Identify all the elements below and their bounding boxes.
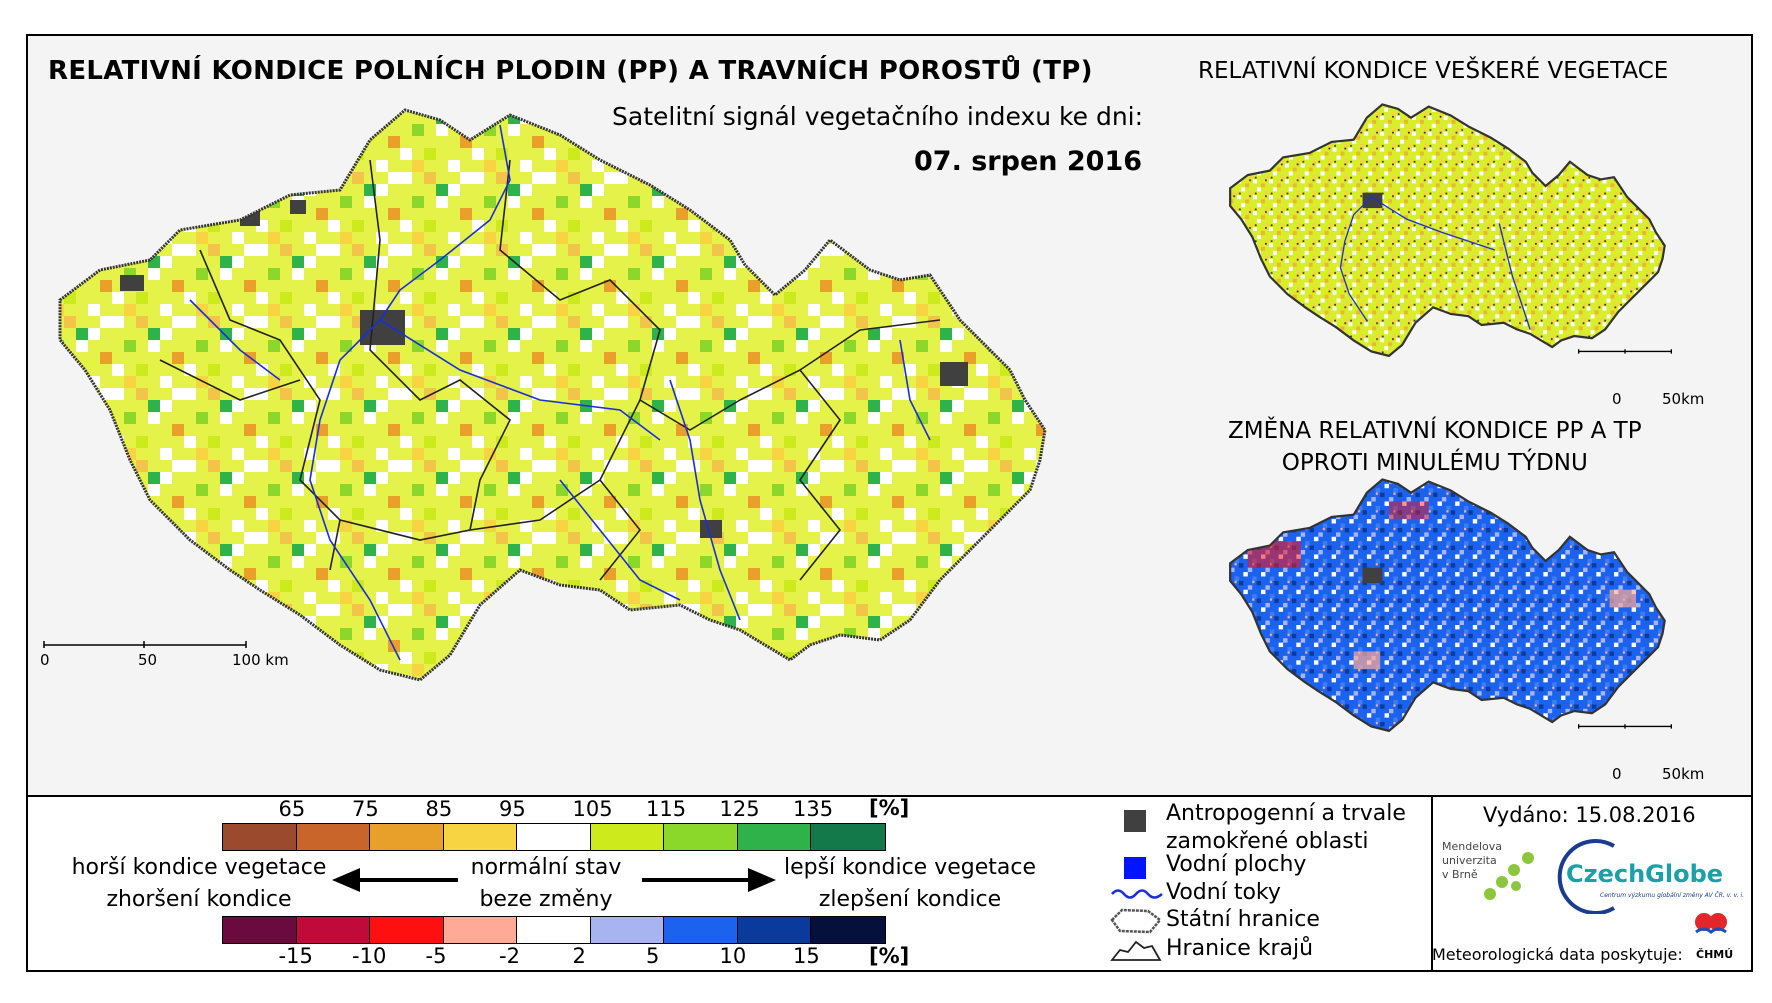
worse-label: horší kondice vegetace zhoršení kondice — [58, 852, 340, 916]
urban-swatch — [1124, 810, 1146, 832]
change-tick-label: 5 — [646, 944, 660, 968]
chmu-label: ČHMÚ — [1696, 948, 1734, 961]
change-tick-label: -10 — [352, 944, 387, 968]
rivers — [189, 124, 931, 661]
small-scale-bar — [1578, 349, 1672, 354]
main-scale-0: 0 — [40, 651, 50, 669]
change-scale-0: 0 — [1612, 765, 1622, 783]
worse-label-line1: horší kondice vegetace — [71, 855, 327, 880]
state-border-icon — [1110, 908, 1162, 934]
urban-label-line1: Antropogenní a trvale — [1166, 801, 1406, 826]
region-border-icon — [1110, 940, 1162, 961]
condition-tick-label: 85 — [425, 797, 453, 821]
change-title-line1: ZMĚNA RELATIVNÍ KONDICE PP A TP — [1228, 418, 1642, 444]
condition-swatch-0 — [223, 824, 297, 850]
condition-tick-label: 75 — [352, 797, 379, 821]
change-swatch-2 — [370, 917, 444, 943]
change-scale-50: 50km — [1662, 765, 1705, 783]
mendel-logo: Mendelova univerzita v Brně — [1442, 840, 1522, 882]
river-icon — [1111, 889, 1163, 899]
change-tick-label: 10 — [719, 944, 747, 968]
czechglobe-subtitle: Centrum výzkumu globální změny AV ČR, v.… — [1600, 892, 1745, 899]
mendel-line3: v Brně — [1442, 868, 1478, 881]
left-arrow-icon — [332, 868, 458, 892]
condition-tick-label: 95 — [499, 797, 526, 821]
condition-swatch-2 — [370, 824, 444, 850]
change-condition-map — [1229, 478, 1672, 732]
change-swatch-7 — [737, 917, 811, 943]
change-swatch-3 — [443, 917, 517, 943]
condition-swatch-8 — [811, 824, 885, 850]
czechglobe-logo: CzechGlobe — [1566, 860, 1724, 888]
condition-tick-label: 65 — [278, 797, 306, 821]
small-scale-bar-2 — [1578, 724, 1672, 729]
change-tick-label: 15 — [793, 944, 820, 968]
change-swatch-0 — [223, 917, 297, 943]
change-map-title: ZMĚNA RELATIVNÍ KONDICE PP A TP OPROTI M… — [1228, 415, 1642, 479]
change-title-line2: OPROTI MINULÉMU TÝDNU — [1281, 450, 1588, 476]
normal-label-line1: normální stav — [470, 855, 622, 880]
change-colorbar — [222, 916, 886, 944]
condition-swatch-4 — [517, 824, 591, 850]
mendel-line1: Mendelova — [1442, 840, 1503, 853]
vegetation-condition-map — [1229, 103, 1672, 357]
normal-label-line2: beze změny — [479, 887, 613, 912]
condition-tick-label: 105 — [572, 797, 613, 821]
state-border-label: Státní hranice — [1166, 907, 1320, 932]
veg-scale-0: 0 — [1612, 390, 1622, 408]
change-tick-label: -2 — [499, 944, 520, 968]
mendel-dots-icon — [1484, 852, 1534, 900]
water-swatch — [1124, 857, 1146, 879]
map-date: 07. srpen 2016 — [914, 146, 1143, 177]
meteo-provider-text: Meteorologická data poskytuje: — [1432, 945, 1683, 964]
main-title: RELATIVNÍ KONDICE POLNÍCH PLODIN (PP) A … — [48, 56, 1093, 86]
condition-swatch-1 — [296, 824, 370, 850]
condition-swatch-7 — [737, 824, 811, 850]
condition-tick-label: 115 — [646, 797, 687, 821]
change-swatch-8 — [811, 917, 885, 943]
worse-label-line2: zhoršení kondice — [106, 887, 292, 912]
urban-label: Antropogenní a trvale zamokřené oblasti — [1166, 800, 1406, 856]
condition-tick-label: 125 — [719, 797, 760, 821]
condition-unit: [%] — [869, 796, 910, 820]
change-swatch-4 — [517, 917, 591, 943]
change-tick-label: -5 — [425, 944, 447, 968]
change-swatch-1 — [296, 917, 370, 943]
subtitle: Satelitní signál vegetačního indexu ke d… — [612, 102, 1144, 131]
change-tick-label: 2 — [572, 944, 586, 968]
condition-swatch-3 — [443, 824, 517, 850]
change-tick-label: -15 — [278, 944, 313, 968]
main-scale-50: 50 — [138, 651, 157, 669]
region-borders — [159, 159, 941, 581]
better-label-line2: zlepšení kondice — [818, 887, 1002, 912]
right-arrow-icon — [642, 868, 776, 892]
change-swatch-6 — [664, 917, 738, 943]
normal-label: normální stav beze změny — [456, 852, 636, 916]
rivers-label: Vodní toky — [1166, 880, 1281, 905]
water-label: Vodní plochy — [1166, 852, 1307, 877]
main-condition-map: 0 50 100 km — [40, 108, 1047, 682]
change-swatch-5 — [590, 917, 664, 943]
mendel-line2: univerzita — [1442, 854, 1497, 867]
condition-swatch-6 — [664, 824, 738, 850]
better-label-line1: lepší kondice vegetace — [783, 855, 1037, 880]
chmu-logo-icon — [1695, 913, 1727, 934]
issued-date: Vydáno: 15.08.2016 — [1483, 803, 1696, 827]
condition-tick-label: 135 — [793, 797, 834, 821]
czechglobe-arc-icon — [1557, 839, 1616, 914]
region-border-label: Hranice krajů — [1166, 936, 1314, 961]
change-unit: [%] — [869, 944, 910, 968]
urban-label-line2: zamokřené oblasti — [1166, 829, 1369, 854]
condition-colorbar — [222, 823, 886, 851]
main-scale-bar — [43, 641, 247, 648]
legend-divider — [1431, 795, 1433, 972]
vegetation-map-title: RELATIVNÍ KONDICE VEŠKERÉ VEGETACE — [1198, 58, 1669, 84]
condition-swatch-5 — [590, 824, 664, 850]
main-scale-100: 100 km — [232, 651, 289, 669]
veg-scale-50: 50km — [1662, 390, 1705, 408]
better-label: lepší kondice vegetace zlepšení kondice — [770, 852, 1050, 916]
